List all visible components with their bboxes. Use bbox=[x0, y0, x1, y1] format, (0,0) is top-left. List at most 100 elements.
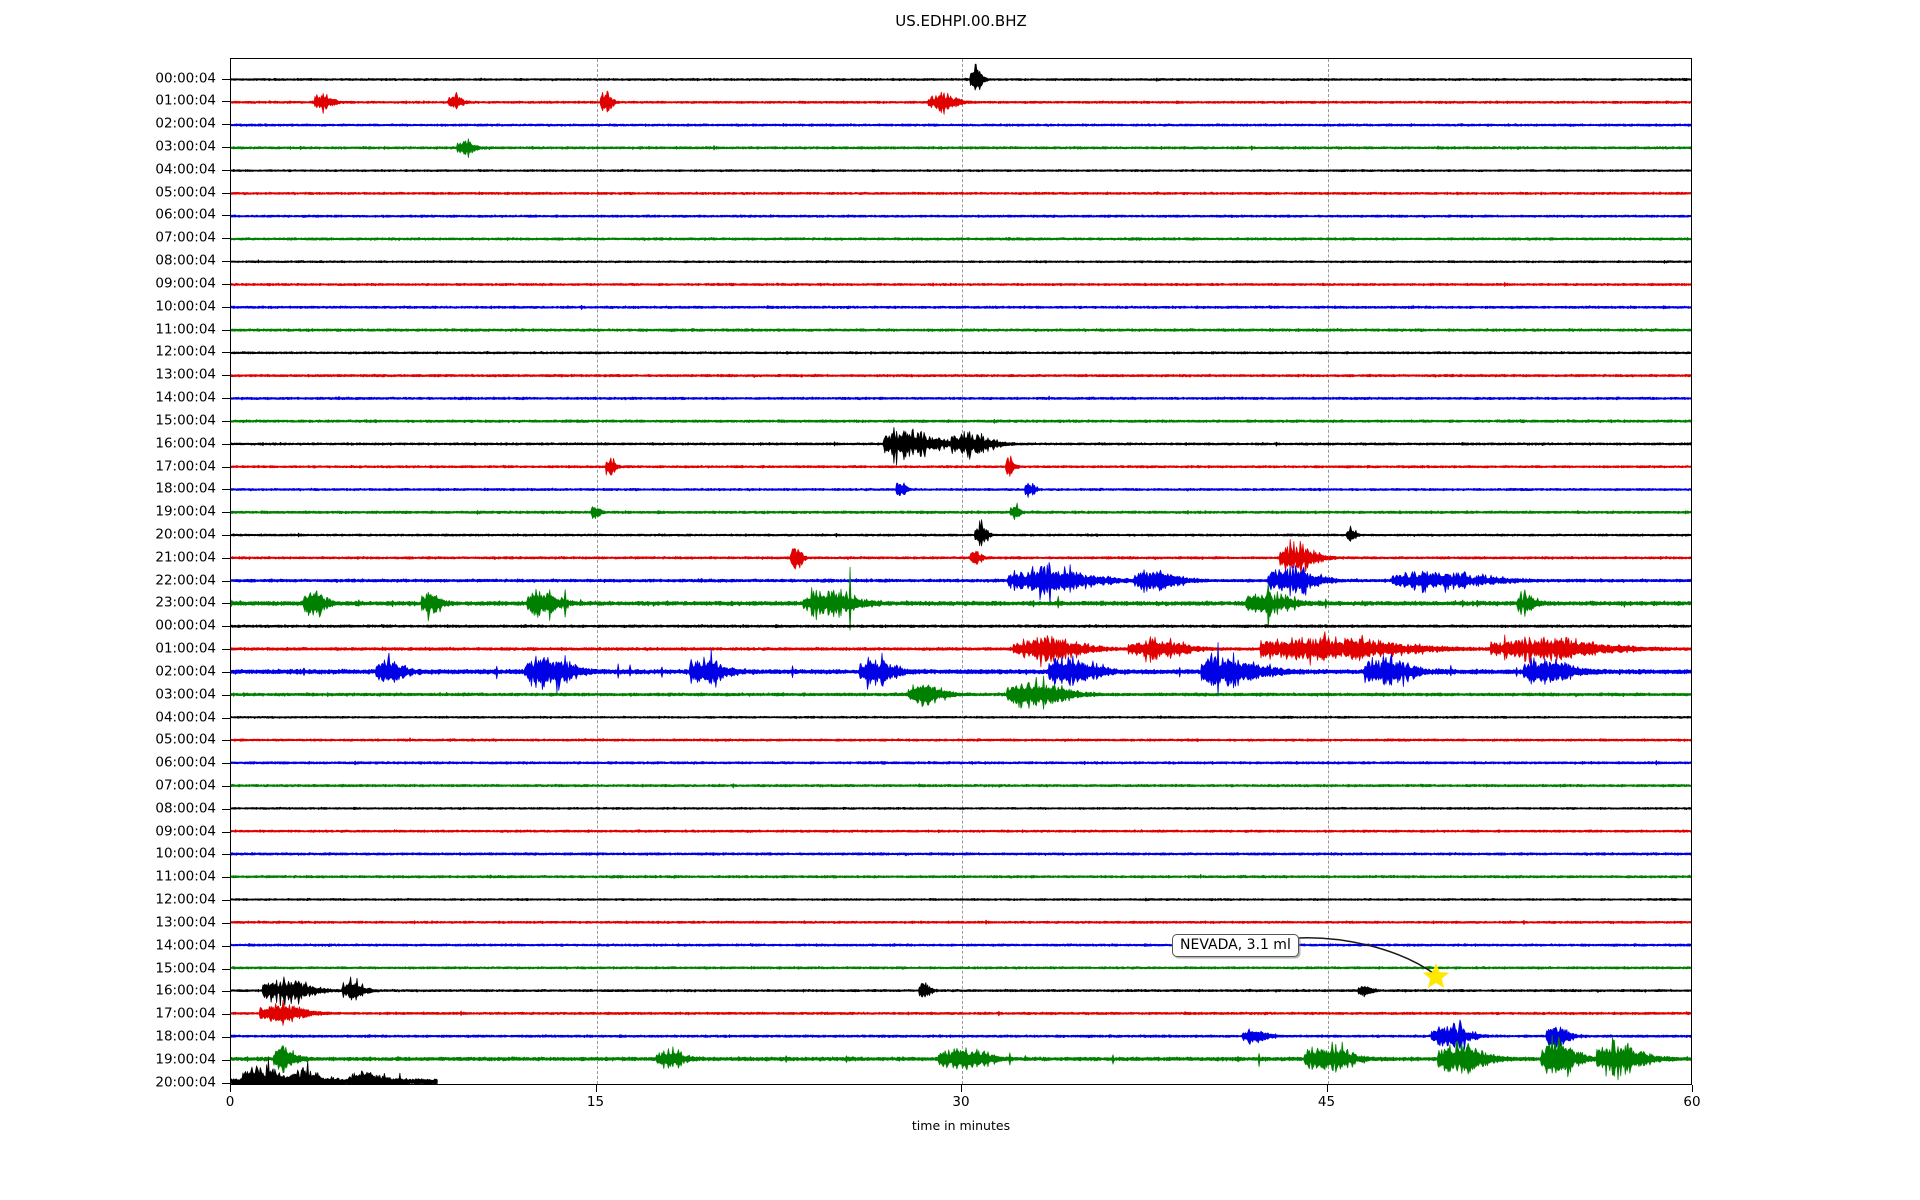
y-axis-tick-label: 09:00:04 bbox=[155, 275, 216, 292]
seismic-trace bbox=[231, 304, 1691, 311]
seismic-trace bbox=[231, 259, 1691, 264]
y-axis-tick-label: 13:00:04 bbox=[155, 914, 216, 931]
y-axis-tick-mark bbox=[222, 626, 230, 628]
seismic-trace bbox=[231, 675, 1691, 710]
seismic-trace bbox=[231, 760, 1691, 766]
y-axis-tick-mark bbox=[222, 352, 230, 354]
y-axis-tick-mark bbox=[222, 877, 230, 879]
y-axis-tick-label: 03:00:04 bbox=[155, 685, 216, 702]
y-axis-tick-label: 02:00:04 bbox=[155, 115, 216, 132]
y-axis-tick-label: 12:00:04 bbox=[155, 891, 216, 908]
seismic-trace bbox=[231, 851, 1691, 857]
seismic-trace bbox=[231, 123, 1691, 128]
y-axis-tick-label: 21:00:04 bbox=[155, 549, 216, 566]
seismic-trace bbox=[231, 1019, 1691, 1050]
seismic-trace bbox=[231, 806, 1691, 811]
y-axis-tick-label: 16:00:04 bbox=[155, 434, 216, 451]
seismic-trace bbox=[231, 418, 1691, 424]
earthquake-star-icon bbox=[1423, 963, 1449, 989]
seismic-trace bbox=[231, 373, 1691, 378]
seismic-trace bbox=[231, 943, 1691, 947]
seismic-trace bbox=[231, 642, 1691, 697]
x-axis-tick-mark bbox=[230, 1085, 231, 1092]
seismic-trace bbox=[231, 168, 1691, 173]
seismic-trace bbox=[231, 562, 1691, 605]
y-axis-tick-label: 03:00:04 bbox=[155, 138, 216, 155]
y-axis-tick-label: 11:00:04 bbox=[155, 868, 216, 885]
y-axis-tick-label: 15:00:04 bbox=[155, 959, 216, 976]
y-axis-tick-label: 16:00:04 bbox=[155, 982, 216, 999]
y-axis-tick-label: 19:00:04 bbox=[155, 1051, 216, 1068]
y-axis-tick-label: 18:00:04 bbox=[155, 1028, 216, 1045]
y-axis-tick-label: 22:00:04 bbox=[155, 571, 216, 588]
y-axis-tick-mark bbox=[222, 671, 230, 673]
seismic-trace bbox=[231, 395, 1691, 401]
seismic-trace bbox=[231, 976, 1691, 1007]
x-axis-tick-label: 30 bbox=[952, 1094, 970, 1110]
seismic-trace bbox=[231, 236, 1691, 242]
seismic-trace bbox=[231, 63, 1691, 91]
y-axis-tick-mark bbox=[222, 147, 230, 148]
grid-line bbox=[962, 59, 963, 1084]
y-axis-tick-label: 14:00:04 bbox=[155, 389, 216, 406]
y-axis-tick-mark bbox=[222, 763, 230, 765]
seismogram-plot-area bbox=[230, 58, 1692, 1085]
y-axis-tick-label: 10:00:04 bbox=[155, 845, 216, 862]
y-axis-tick-mark bbox=[222, 283, 230, 285]
seismic-trace bbox=[231, 783, 1691, 789]
seismic-trace bbox=[231, 455, 1691, 477]
y-axis-tick-mark bbox=[222, 101, 230, 103]
y-axis-tick-label: 17:00:04 bbox=[155, 1005, 216, 1022]
y-axis-tick-mark bbox=[222, 169, 230, 171]
seismic-trace bbox=[231, 327, 1691, 333]
y-axis-tick-mark bbox=[222, 1059, 230, 1061]
page-title: US.EDHPI.00.BHZ bbox=[895, 12, 1027, 30]
y-axis-tick-label: 12:00:04 bbox=[155, 343, 216, 360]
y-axis-tick-label: 04:00:04 bbox=[155, 161, 216, 178]
y-axis-tick-mark bbox=[222, 900, 230, 902]
x-axis-tick-label: 0 bbox=[225, 1094, 235, 1110]
y-axis-tick-label: 09:00:04 bbox=[155, 822, 216, 839]
y-axis-tick-label: 06:00:04 bbox=[155, 206, 216, 223]
x-axis-tick-mark bbox=[595, 1085, 597, 1092]
y-axis-tick-mark bbox=[222, 557, 230, 559]
y-axis-tick-label: 04:00:04 bbox=[155, 708, 216, 725]
y-axis-tick-mark bbox=[222, 945, 230, 947]
y-axis-tick-label: 13:00:04 bbox=[155, 366, 216, 383]
seismic-trace bbox=[231, 919, 1691, 925]
seismic-trace bbox=[231, 214, 1691, 219]
seismic-trace bbox=[231, 873, 1691, 879]
x-axis-tick-mark bbox=[961, 1085, 962, 1092]
seismic-trace bbox=[231, 138, 1691, 159]
seismic-trace bbox=[231, 829, 1691, 834]
seismic-trace bbox=[231, 623, 1691, 629]
y-axis-tick-mark bbox=[222, 534, 230, 536]
seismic-trace bbox=[231, 631, 1691, 668]
y-axis-tick-label: 05:00:04 bbox=[155, 731, 216, 748]
y-axis-tick-mark bbox=[222, 831, 230, 833]
y-axis-tick-label: 07:00:04 bbox=[155, 777, 216, 794]
y-axis-tick-mark bbox=[222, 375, 230, 377]
seismic-trace bbox=[231, 566, 1691, 631]
seismic-trace bbox=[231, 1034, 1691, 1081]
y-axis-tick-label: 20:00:04 bbox=[155, 526, 216, 543]
y-axis-tick-mark bbox=[222, 238, 230, 240]
y-axis-tick-label: 00:00:04 bbox=[155, 617, 216, 634]
y-axis-tick-mark bbox=[222, 603, 230, 605]
y-axis-tick-mark bbox=[222, 922, 230, 924]
event-annotation-label: NEVADA, 3.1 ml bbox=[1172, 934, 1299, 958]
y-axis-tick-mark bbox=[222, 808, 230, 810]
y-axis-tick-label: 05:00:04 bbox=[155, 183, 216, 200]
seismic-trace bbox=[231, 538, 1691, 574]
seismic-trace bbox=[231, 737, 1691, 742]
y-axis-tick-mark bbox=[222, 717, 230, 719]
seismic-trace bbox=[231, 715, 1691, 720]
y-axis-tick-mark bbox=[222, 78, 230, 80]
y-axis-tick-label: 17:00:04 bbox=[155, 457, 216, 474]
y-axis-tick-label: 14:00:04 bbox=[155, 937, 216, 954]
y-axis-tick-label: 06:00:04 bbox=[155, 754, 216, 771]
y-axis-tick-mark bbox=[222, 580, 230, 582]
y-axis-tick-mark bbox=[222, 124, 230, 126]
seismic-trace bbox=[231, 897, 1691, 902]
